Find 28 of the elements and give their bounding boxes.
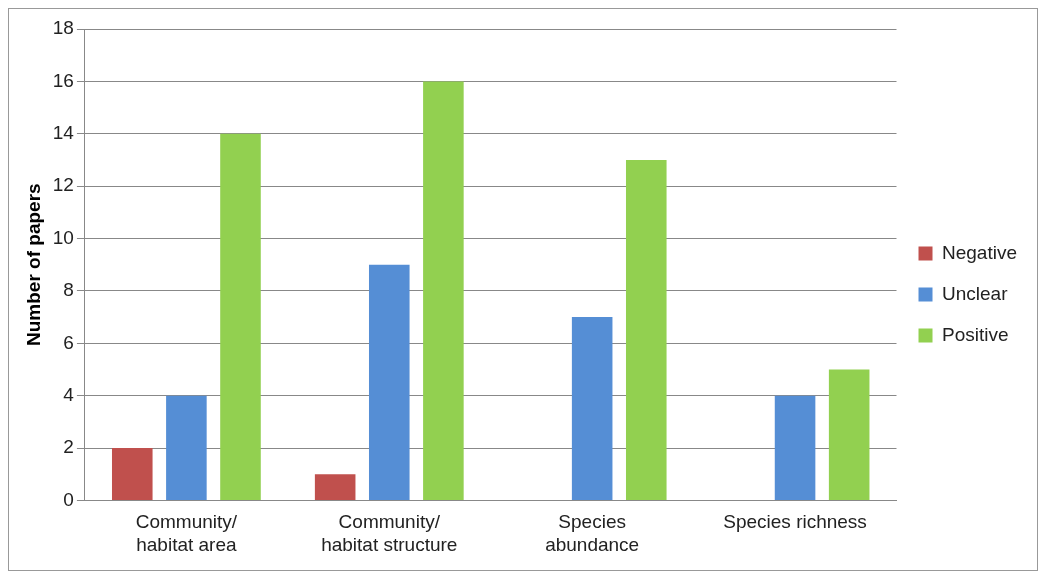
bar bbox=[220, 133, 261, 500]
legend-label: Positive bbox=[942, 323, 1009, 345]
bar bbox=[625, 159, 667, 500]
legend-label: Negative bbox=[942, 241, 1018, 263]
x-tick-label: Community/ habitat structure bbox=[321, 511, 458, 555]
bar bbox=[368, 264, 410, 500]
x-tick-label: Community/ habitat area bbox=[135, 511, 238, 555]
y-tick-label: 16 bbox=[52, 69, 74, 91]
legend-label: Unclear bbox=[942, 282, 1009, 304]
y-axis-title: Number of papers bbox=[22, 183, 44, 346]
bar bbox=[166, 395, 207, 500]
y-tick-label: 10 bbox=[52, 226, 74, 248]
y-tick-label: 0 bbox=[63, 488, 74, 510]
y-tick-label: 12 bbox=[52, 174, 74, 196]
bar bbox=[423, 81, 464, 500]
bar bbox=[571, 317, 613, 500]
y-tick-label: 2 bbox=[63, 436, 74, 458]
bar bbox=[111, 448, 153, 500]
x-tick-label: Species richness bbox=[723, 511, 867, 533]
y-tick-label: 18 bbox=[52, 17, 74, 39]
y-tick-label: 14 bbox=[52, 121, 75, 143]
y-tick-label: 6 bbox=[63, 331, 74, 353]
bar bbox=[774, 395, 816, 500]
y-tick-label: 4 bbox=[63, 383, 75, 405]
bar bbox=[314, 474, 356, 500]
x-tick-label: Species abundance bbox=[545, 511, 640, 555]
y-tick-label: 8 bbox=[63, 279, 74, 301]
bar bbox=[828, 369, 870, 500]
